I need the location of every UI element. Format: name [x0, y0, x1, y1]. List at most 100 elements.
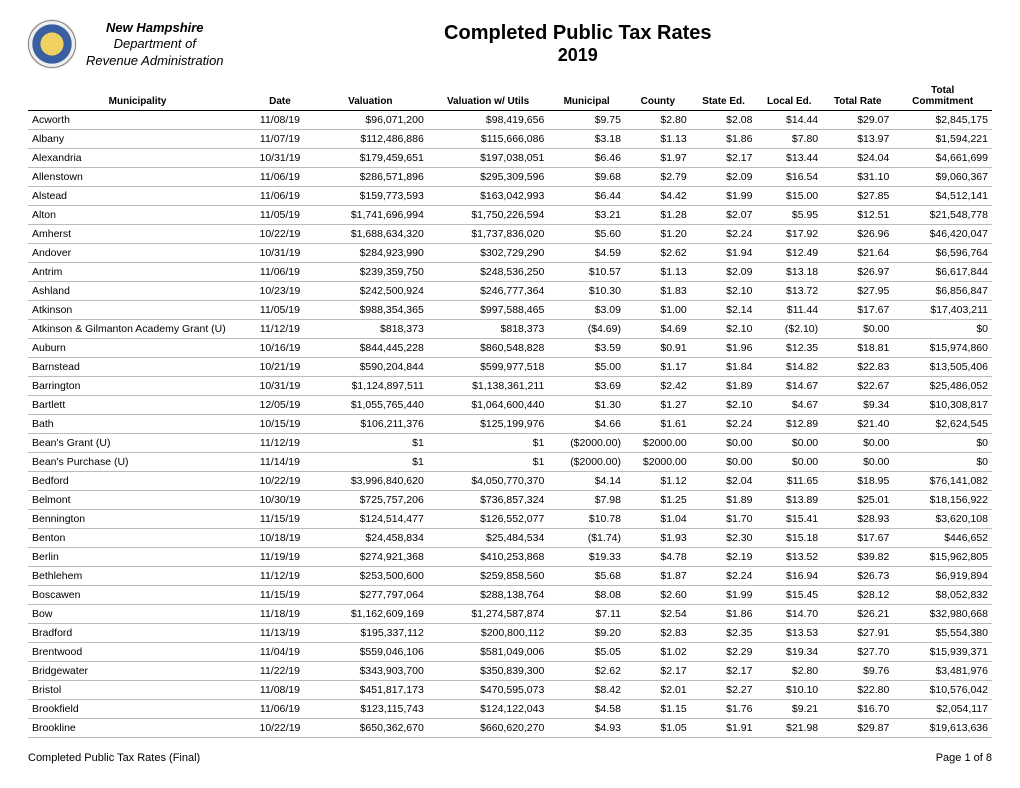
table-cell: $6.46: [548, 148, 625, 167]
dept-line2: Revenue Administration: [86, 53, 224, 69]
table-cell: $2.35: [691, 623, 757, 642]
table-cell: $9.68: [548, 167, 625, 186]
table-cell: $13.53: [756, 623, 822, 642]
table-cell: $9.76: [822, 661, 893, 680]
table-cell: $1.99: [691, 186, 757, 205]
table-row: Alton11/05/19$1,741,696,994$1,750,226,59…: [28, 205, 992, 224]
table-cell: $22.83: [822, 357, 893, 376]
table-cell: Bath: [28, 414, 247, 433]
table-cell: 11/05/19: [247, 300, 313, 319]
table-cell: $3.69: [548, 376, 625, 395]
table-cell: $15,962,805: [893, 547, 992, 566]
table-cell: 10/16/19: [247, 338, 313, 357]
table-cell: $25,484,534: [428, 528, 549, 547]
table-cell: Bean's Grant (U): [28, 433, 247, 452]
table-cell: Bridgewater: [28, 661, 247, 680]
table-cell: $5,554,380: [893, 623, 992, 642]
table-cell: $2.14: [691, 300, 757, 319]
table-header: MunicipalityDateValuationValuation w/ Ut…: [28, 83, 992, 111]
table-cell: $17.67: [822, 300, 893, 319]
table-cell: $115,666,086: [428, 129, 549, 148]
table-cell: $163,042,993: [428, 186, 549, 205]
table-cell: $2.10: [691, 319, 757, 338]
report-header: New Hampshire Department of Revenue Admi…: [28, 20, 992, 69]
table-cell: $2.30: [691, 528, 757, 547]
table-cell: $14.44: [756, 110, 822, 129]
table-cell: $4,661,699: [893, 148, 992, 167]
table-cell: $13.89: [756, 490, 822, 509]
table-cell: $1.84: [691, 357, 757, 376]
table-cell: $6,919,894: [893, 566, 992, 585]
table-cell: 11/15/19: [247, 509, 313, 528]
table-cell: $1.91: [691, 718, 757, 737]
table-cell: Brookfield: [28, 699, 247, 718]
table-cell: $0.00: [756, 452, 822, 471]
table-cell: $1,064,600,440: [428, 395, 549, 414]
footer-right: Page 1 of 8: [936, 752, 992, 764]
table-cell: $3.09: [548, 300, 625, 319]
table-cell: $0.00: [822, 433, 893, 452]
table-row: Acworth11/08/19$96,071,200$98,419,656$9.…: [28, 110, 992, 129]
table-cell: 10/30/19: [247, 490, 313, 509]
table-cell: $24,458,834: [313, 528, 428, 547]
column-header: Total Rate: [822, 83, 893, 111]
table-row: Ashland10/23/19$242,500,924$246,777,364$…: [28, 281, 992, 300]
table-cell: $7.80: [756, 129, 822, 148]
table-cell: $15.41: [756, 509, 822, 528]
table-cell: $2,054,117: [893, 699, 992, 718]
table-cell: $29.07: [822, 110, 893, 129]
table-cell: ($2.10): [756, 319, 822, 338]
table-cell: Antrim: [28, 262, 247, 281]
table-cell: $39.82: [822, 547, 893, 566]
table-row: Bennington11/15/19$124,514,477$126,552,0…: [28, 509, 992, 528]
table-cell: 11/06/19: [247, 262, 313, 281]
table-cell: $2.79: [625, 167, 691, 186]
table-cell: $13.44: [756, 148, 822, 167]
table-cell: Bradford: [28, 623, 247, 642]
table-cell: Barnstead: [28, 357, 247, 376]
table-cell: Bartlett: [28, 395, 247, 414]
table-cell: 10/23/19: [247, 281, 313, 300]
table-cell: $25,486,052: [893, 376, 992, 395]
table-cell: $451,817,173: [313, 680, 428, 699]
table-cell: $1.96: [691, 338, 757, 357]
table-cell: $27.91: [822, 623, 893, 642]
table-cell: $0.00: [822, 452, 893, 471]
table-cell: $27.85: [822, 186, 893, 205]
table-cell: 11/06/19: [247, 186, 313, 205]
table-cell: $123,115,743: [313, 699, 428, 718]
table-cell: $1: [313, 433, 428, 452]
table-cell: $106,211,376: [313, 414, 428, 433]
table-cell: $2.01: [625, 680, 691, 699]
table-cell: 11/19/19: [247, 547, 313, 566]
table-row: Allenstown11/06/19$286,571,896$295,309,5…: [28, 167, 992, 186]
table-cell: $29.87: [822, 718, 893, 737]
table-cell: $1,737,836,020: [428, 224, 549, 243]
table-row: Andover10/31/19$284,923,990$302,729,290$…: [28, 243, 992, 262]
table-cell: $2.27: [691, 680, 757, 699]
table-cell: $8.42: [548, 680, 625, 699]
table-cell: $9.20: [548, 623, 625, 642]
table-cell: $239,359,750: [313, 262, 428, 281]
table-cell: $2.10: [691, 281, 757, 300]
table-cell: $10,576,042: [893, 680, 992, 699]
table-cell: $14.67: [756, 376, 822, 395]
table-cell: $9,060,367: [893, 167, 992, 186]
table-cell: $13.18: [756, 262, 822, 281]
table-cell: $9.21: [756, 699, 822, 718]
table-cell: 10/31/19: [247, 243, 313, 262]
tax-rates-table: MunicipalityDateValuationValuation w/ Ut…: [28, 83, 992, 738]
table-cell: $2.60: [625, 585, 691, 604]
table-row: Barrington10/31/19$1,124,897,511$1,138,3…: [28, 376, 992, 395]
table-cell: $4,050,770,370: [428, 471, 549, 490]
table-cell: $2000.00: [625, 433, 691, 452]
table-cell: $2.80: [625, 110, 691, 129]
table-cell: $179,459,651: [313, 148, 428, 167]
table-cell: $4.78: [625, 547, 691, 566]
table-cell: $1,274,587,874: [428, 604, 549, 623]
table-cell: $10.10: [756, 680, 822, 699]
table-cell: $6,856,847: [893, 281, 992, 300]
table-cell: $1.00: [625, 300, 691, 319]
table-cell: $1,138,361,211: [428, 376, 549, 395]
table-cell: $259,858,560: [428, 566, 549, 585]
